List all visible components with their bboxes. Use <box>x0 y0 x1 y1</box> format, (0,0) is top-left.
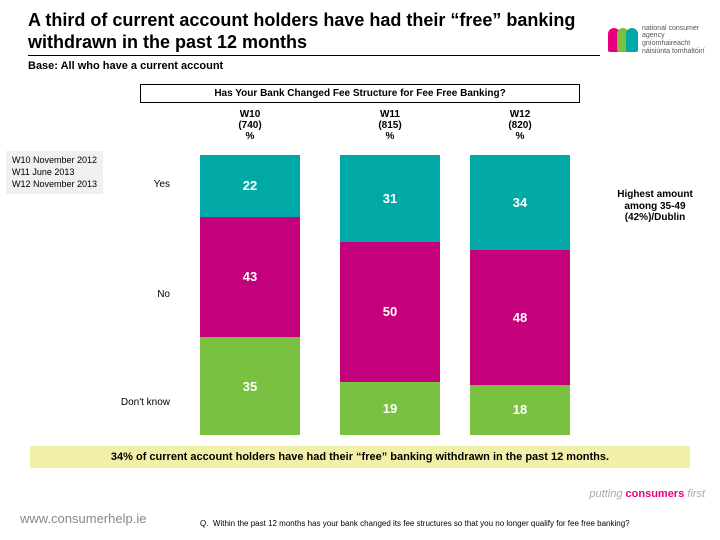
bar-segment: 22 <box>200 155 300 217</box>
chart: W10 November 2012 W11 June 2013 W12 Nove… <box>0 109 720 449</box>
annotation: Highest amount among 35-49 (42%)/Dublin <box>600 189 710 224</box>
column-header: W12(820)% <box>490 109 550 142</box>
legend-line: W12 November 2013 <box>12 179 97 191</box>
footer-question: Q. Within the past 12 months has your ba… <box>200 519 700 528</box>
legend-line: W11 June 2013 <box>12 167 97 179</box>
bar-segment: 50 <box>340 242 440 382</box>
bar-column: 344818 <box>470 155 570 435</box>
bar-segment: 18 <box>470 385 570 435</box>
summary-band: 34% of current account holders have had … <box>30 446 690 468</box>
bar-segment: 43 <box>200 217 300 337</box>
bar-segment: 34 <box>470 155 570 250</box>
column-header: W10(740)% <box>220 109 280 142</box>
row-label: Don't know <box>110 397 170 408</box>
wave-legend: W10 November 2012 W11 June 2013 W12 Nove… <box>6 151 103 194</box>
bar-segment: 48 <box>470 250 570 384</box>
tagline: putting consumers first <box>589 488 705 500</box>
row-label: Yes <box>110 179 170 190</box>
page-title: A third of current account holders have … <box>28 10 600 56</box>
bar-column: 315019 <box>340 155 440 435</box>
column-header: W11(815)% <box>360 109 420 142</box>
footer-url: www.consumerhelp.ie <box>20 511 146 526</box>
legend-line: W10 November 2012 <box>12 155 97 167</box>
base-text: Base: All who have a current account <box>28 60 600 72</box>
chart-title: Has Your Bank Changed Fee Structure for … <box>140 84 580 103</box>
logo-text-2: gníomhaireacht náisiúnta tomhaltóirí <box>642 40 708 55</box>
bar-segment: 35 <box>200 337 300 435</box>
row-label: No <box>110 289 170 300</box>
bar-segment: 19 <box>340 382 440 435</box>
bar-column: 224335 <box>200 155 300 435</box>
bar-segment: 31 <box>340 155 440 242</box>
logo-text-1: national consumer agency <box>642 25 708 40</box>
agency-logo: national consumer agency gníomhaireacht … <box>608 10 708 70</box>
